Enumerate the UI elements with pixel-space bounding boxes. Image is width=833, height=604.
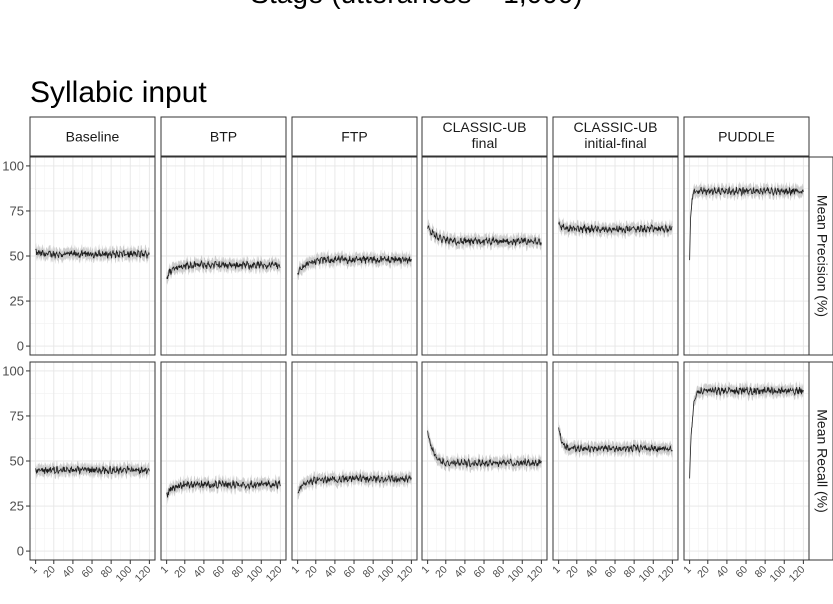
series-line bbox=[166, 259, 281, 280]
x-tick-label: 120 bbox=[395, 563, 416, 584]
series-ribbon bbox=[558, 216, 673, 240]
y-tick-label: 25 bbox=[10, 294, 24, 309]
x-tick-label: 60 bbox=[210, 563, 227, 580]
chart-subtitle: Syllabic input bbox=[30, 76, 207, 109]
x-tick-label: 100 bbox=[113, 563, 134, 584]
x-tick-label: 120 bbox=[264, 563, 285, 584]
series-line bbox=[297, 473, 412, 494]
x-tick-label: 100 bbox=[244, 563, 265, 584]
x-tick-label: 40 bbox=[322, 563, 339, 580]
facet-strip bbox=[421, 116, 548, 157]
facet-column-label: CLASSIC-UB bbox=[442, 119, 526, 135]
facet-column-label: initial-final bbox=[584, 135, 646, 151]
x-tick-label: 120 bbox=[787, 563, 808, 584]
series-line bbox=[35, 465, 150, 475]
y-tick-label: 0 bbox=[17, 544, 24, 559]
x-tick-label: 120 bbox=[133, 563, 154, 584]
series-ribbon bbox=[427, 424, 542, 473]
facet-column-label: Baseline bbox=[66, 129, 120, 145]
x-tick-label: 60 bbox=[341, 563, 358, 580]
x-tick-label: 80 bbox=[360, 563, 377, 580]
x-tick-label: 20 bbox=[564, 563, 581, 580]
facet-column-label: BTP bbox=[210, 129, 237, 145]
panel-border bbox=[421, 156, 548, 356]
facet-strip bbox=[683, 116, 810, 157]
x-tick-label: 80 bbox=[752, 563, 769, 580]
x-tick-label: 80 bbox=[98, 563, 115, 580]
x-tick-label: 100 bbox=[636, 563, 657, 584]
x-tick-label: 1 bbox=[419, 563, 432, 576]
y-tick-label: 75 bbox=[10, 203, 24, 218]
facet-strip bbox=[291, 116, 418, 157]
series-line bbox=[427, 430, 542, 469]
x-tick-label: 1 bbox=[550, 563, 563, 576]
y-tick-label: 25 bbox=[10, 499, 24, 514]
x-tick-label: 20 bbox=[303, 563, 320, 580]
y-tick-label: 100 bbox=[2, 158, 24, 173]
series-line bbox=[558, 427, 673, 454]
panel-border bbox=[552, 156, 679, 356]
x-tick-label: 40 bbox=[191, 563, 208, 580]
series-line bbox=[35, 248, 150, 259]
facet-column-label: CLASSIC-UB bbox=[573, 119, 657, 135]
series-line bbox=[166, 479, 281, 498]
x-tick-label: 60 bbox=[733, 563, 750, 580]
x-tick-label: 1 bbox=[289, 563, 302, 576]
panel-border bbox=[160, 156, 287, 356]
facet-strip bbox=[808, 156, 833, 356]
series-line bbox=[689, 385, 804, 479]
facet-column-label: final bbox=[472, 135, 498, 151]
facet-strip bbox=[808, 361, 833, 561]
series-ribbon bbox=[166, 473, 281, 505]
x-tick-label: 80 bbox=[229, 563, 246, 580]
facet-column-label: PUDDLE bbox=[718, 129, 775, 145]
facet-strip bbox=[29, 116, 156, 157]
x-tick-label: 20 bbox=[695, 563, 712, 580]
facet-row-label: Mean Precision (%) bbox=[814, 195, 830, 317]
x-tick-label: 60 bbox=[79, 563, 96, 580]
x-tick-label: 1 bbox=[158, 563, 171, 576]
x-tick-label: 20 bbox=[41, 563, 58, 580]
chart-title: Stage (utterances = 1,000) bbox=[0, 0, 833, 10]
series-line bbox=[558, 221, 673, 234]
facet-strip bbox=[160, 116, 287, 157]
facet-strip bbox=[552, 116, 679, 157]
x-tick-label: 40 bbox=[714, 563, 731, 580]
x-tick-label: 120 bbox=[525, 563, 546, 584]
y-tick-label: 100 bbox=[2, 363, 24, 378]
facet-column-label: FTP bbox=[341, 129, 367, 145]
x-tick-label: 100 bbox=[375, 563, 396, 584]
x-tick-label: 80 bbox=[621, 563, 638, 580]
series-ribbon bbox=[297, 468, 412, 500]
series-line bbox=[427, 225, 542, 247]
y-tick-label: 0 bbox=[17, 339, 24, 354]
x-tick-label: 1 bbox=[681, 563, 694, 576]
x-tick-label: 40 bbox=[452, 563, 469, 580]
x-tick-label: 100 bbox=[767, 563, 788, 584]
y-tick-label: 50 bbox=[10, 249, 24, 264]
x-tick-label: 80 bbox=[490, 563, 507, 580]
facet-row-label: Mean Recall (%) bbox=[814, 409, 830, 512]
x-tick-label: 100 bbox=[505, 563, 526, 584]
x-tick-label: 60 bbox=[471, 563, 488, 580]
series-ribbon bbox=[297, 249, 412, 280]
x-tick-label: 40 bbox=[60, 563, 77, 580]
y-tick-label: 50 bbox=[10, 454, 24, 469]
series-line bbox=[297, 254, 412, 276]
x-tick-label: 60 bbox=[602, 563, 619, 580]
x-tick-label: 1 bbox=[27, 563, 40, 576]
x-tick-label: 20 bbox=[433, 563, 450, 580]
series-line bbox=[689, 186, 804, 261]
x-tick-label: 20 bbox=[172, 563, 189, 580]
y-tick-label: 75 bbox=[10, 408, 24, 423]
panel-border bbox=[291, 156, 418, 356]
x-tick-label: 120 bbox=[656, 563, 677, 584]
x-tick-label: 40 bbox=[583, 563, 600, 580]
